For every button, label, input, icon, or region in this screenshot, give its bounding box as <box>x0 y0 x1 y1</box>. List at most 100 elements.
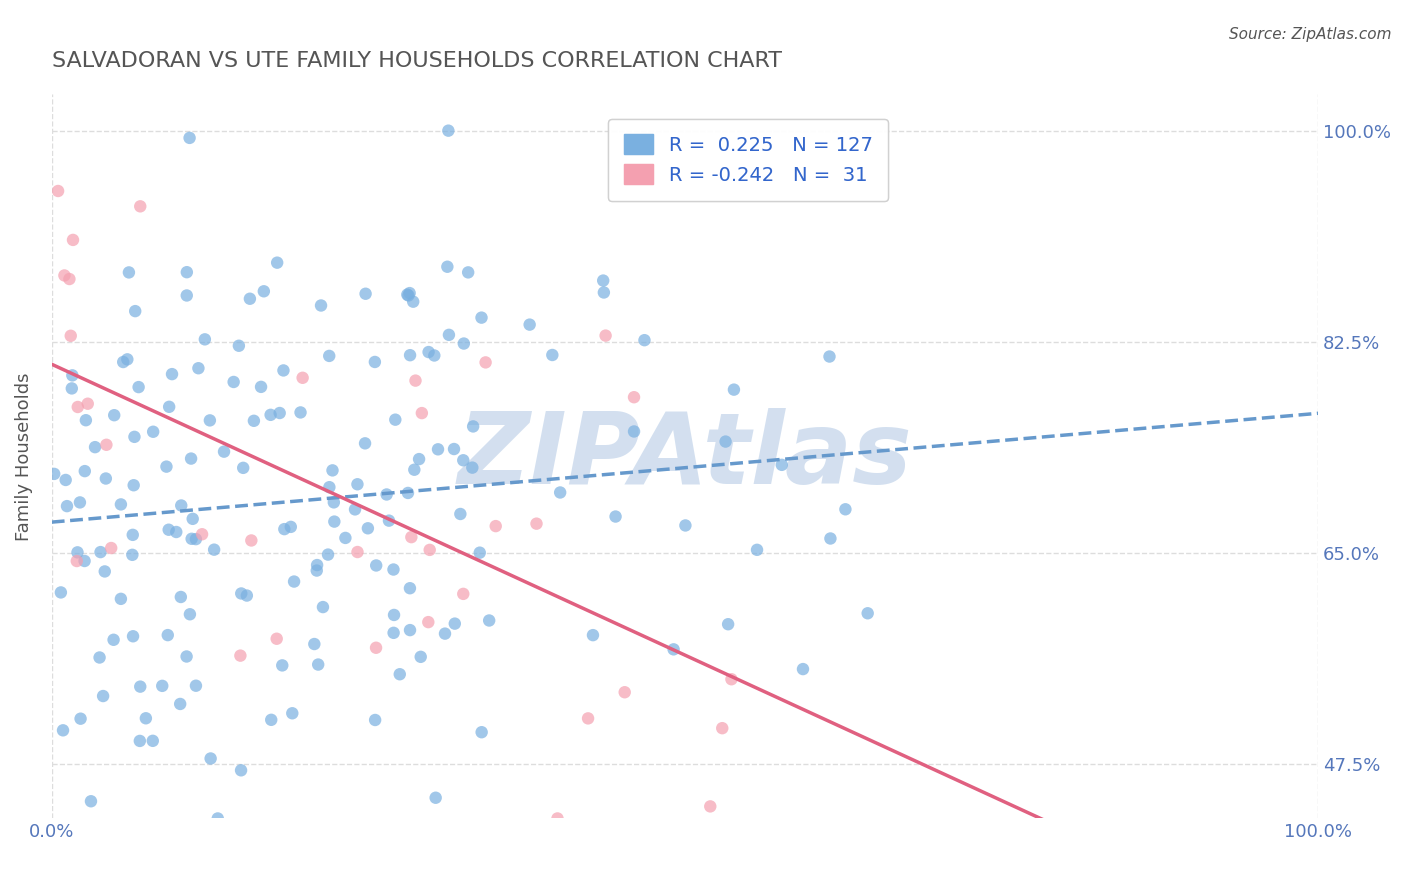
Point <box>471 725 494 739</box>
Point <box>405 374 427 388</box>
Point <box>121 548 143 562</box>
Point <box>717 617 740 632</box>
Point <box>96 438 118 452</box>
Point <box>46 184 69 198</box>
Point <box>124 304 146 318</box>
Point <box>271 658 294 673</box>
Point <box>613 685 636 699</box>
Point <box>316 548 339 562</box>
Point <box>229 764 252 778</box>
Point <box>58 272 80 286</box>
Point <box>307 558 329 572</box>
Point <box>170 590 193 604</box>
Point <box>80 794 103 808</box>
Point <box>212 444 235 458</box>
Point <box>443 442 465 456</box>
Point <box>478 614 501 628</box>
Point <box>623 425 645 439</box>
Point <box>354 436 377 450</box>
Point <box>157 523 180 537</box>
Point <box>55 473 77 487</box>
Point <box>180 532 202 546</box>
Point <box>232 460 254 475</box>
Point <box>401 530 423 544</box>
Point <box>100 541 122 555</box>
Point <box>170 499 193 513</box>
Point <box>142 425 165 439</box>
Point <box>468 546 491 560</box>
Point <box>243 414 266 428</box>
Y-axis label: Family Households: Family Households <box>15 372 32 541</box>
Point <box>699 799 721 814</box>
Point <box>463 419 485 434</box>
Point <box>382 562 405 576</box>
Point <box>745 542 768 557</box>
Point <box>259 408 281 422</box>
Point <box>449 507 471 521</box>
Point <box>110 591 132 606</box>
Point <box>128 734 150 748</box>
Point <box>388 667 411 681</box>
Point <box>103 632 125 647</box>
Point <box>179 131 201 145</box>
Point <box>157 400 180 414</box>
Point <box>834 502 856 516</box>
Point <box>266 255 288 269</box>
Point <box>335 531 357 545</box>
Point <box>443 616 465 631</box>
Point <box>266 632 288 646</box>
Point <box>291 371 314 385</box>
Point <box>398 286 420 301</box>
Point <box>357 521 380 535</box>
Point <box>485 519 508 533</box>
Point <box>437 123 460 137</box>
Point <box>273 522 295 536</box>
Point <box>53 268 76 283</box>
Point <box>519 318 541 332</box>
Point <box>112 355 135 369</box>
Point <box>200 751 222 765</box>
Point <box>662 642 685 657</box>
Point <box>142 734 165 748</box>
Point <box>169 697 191 711</box>
Point <box>66 400 89 414</box>
Point <box>69 495 91 509</box>
Point <box>427 442 450 457</box>
Point <box>307 657 329 672</box>
Point <box>605 509 627 524</box>
Point <box>260 713 283 727</box>
Point <box>75 413 97 427</box>
Point <box>382 625 405 640</box>
Point <box>281 706 304 721</box>
Point <box>129 199 152 213</box>
Point <box>457 265 479 279</box>
Point <box>165 524 187 539</box>
Point <box>228 339 250 353</box>
Point <box>156 628 179 642</box>
Point <box>194 332 217 346</box>
Point <box>364 713 387 727</box>
Point <box>346 477 368 491</box>
Point <box>818 350 841 364</box>
Point <box>121 528 143 542</box>
Point <box>318 480 340 494</box>
Point <box>364 355 387 369</box>
Point <box>253 285 276 299</box>
Point <box>49 585 72 599</box>
Point <box>76 397 98 411</box>
Point <box>180 451 202 466</box>
Legend: R =  0.225   N = 127, R = -0.242   N =  31: R = 0.225 N = 127, R = -0.242 N = 31 <box>609 119 889 201</box>
Point <box>451 587 474 601</box>
Point <box>129 680 152 694</box>
Point <box>94 565 117 579</box>
Point <box>181 512 204 526</box>
Point <box>423 349 446 363</box>
Point <box>222 375 245 389</box>
Point <box>384 412 406 426</box>
Point <box>344 502 367 516</box>
Point <box>231 586 253 600</box>
Point <box>176 265 198 279</box>
Point <box>66 554 89 568</box>
Point <box>110 497 132 511</box>
Point <box>547 812 569 826</box>
